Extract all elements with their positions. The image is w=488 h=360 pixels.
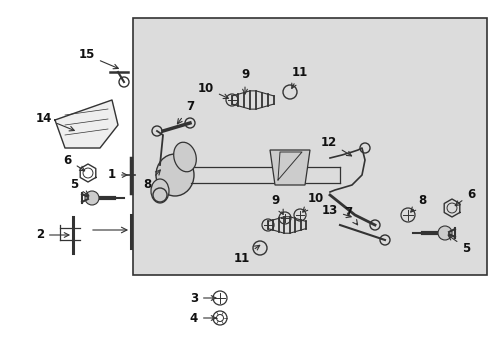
Text: 9: 9: [241, 68, 248, 94]
Text: 5: 5: [70, 179, 88, 195]
Ellipse shape: [151, 179, 169, 203]
Text: 3: 3: [189, 292, 216, 305]
Text: 7: 7: [177, 100, 194, 124]
Text: 11: 11: [233, 245, 259, 265]
Text: 5: 5: [447, 235, 469, 255]
Text: 10: 10: [197, 81, 228, 99]
Text: 9: 9: [271, 194, 283, 215]
Text: 14: 14: [36, 112, 74, 131]
Text: 15: 15: [79, 49, 118, 69]
Text: 6: 6: [454, 188, 474, 206]
Text: 8: 8: [142, 170, 160, 192]
Text: 1: 1: [108, 168, 127, 181]
Text: 12: 12: [320, 135, 351, 156]
Polygon shape: [55, 100, 118, 148]
Text: 11: 11: [291, 66, 307, 89]
Ellipse shape: [173, 142, 196, 172]
Bar: [133, 18, 486, 275]
Text: 7: 7: [343, 206, 357, 225]
Text: 10: 10: [302, 192, 324, 212]
Text: 6: 6: [63, 153, 84, 171]
Circle shape: [437, 226, 451, 240]
Text: 13: 13: [321, 203, 350, 217]
Ellipse shape: [156, 154, 194, 196]
Text: 2: 2: [36, 229, 69, 242]
Circle shape: [85, 191, 99, 205]
Polygon shape: [269, 150, 309, 185]
Text: 4: 4: [189, 311, 216, 324]
Text: 8: 8: [410, 194, 426, 212]
